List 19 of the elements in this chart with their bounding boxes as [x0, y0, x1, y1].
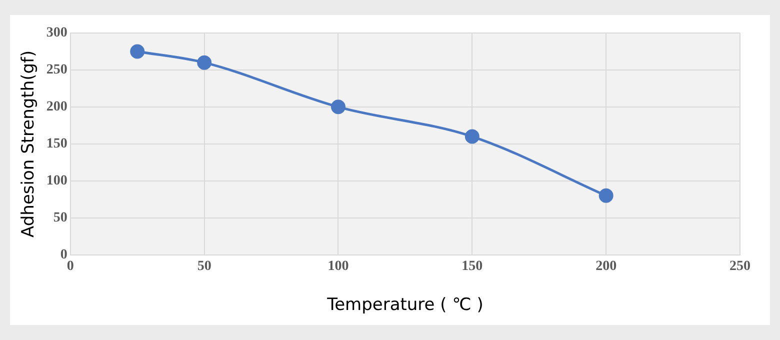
x-axis-title: Temperature ( ℃ ) [326, 295, 484, 316]
x-tick-label: 200 [596, 258, 617, 274]
point [598, 188, 614, 203]
point [130, 44, 145, 59]
x-tick-label: 50 [197, 258, 212, 274]
point [197, 55, 212, 70]
y-tick-label: 50 [53, 210, 68, 226]
y-tick-label: 250 [46, 62, 68, 78]
point [330, 100, 346, 114]
y-axis-title: Adhesion Strength(gf) [18, 50, 39, 238]
x-tick-label: 150 [462, 258, 483, 274]
y-tick-label: 200 [46, 100, 68, 115]
y-tick-label: 0 [60, 247, 68, 262]
x-tick-label: 250 [730, 258, 750, 274]
y-tick-label: 100 [46, 173, 68, 188]
y-tick-label: 150 [46, 136, 68, 152]
point [464, 129, 480, 144]
y-tick-label: 300 [46, 26, 68, 41]
x-tick-label: 100 [328, 258, 349, 274]
